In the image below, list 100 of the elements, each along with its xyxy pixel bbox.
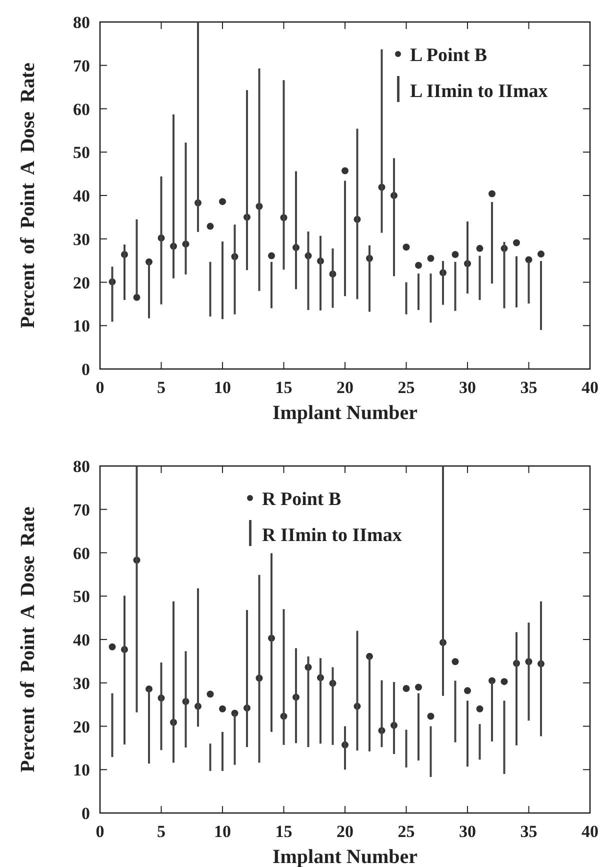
y-tick-label: 50: [73, 587, 90, 606]
y-tick-label: 60: [73, 100, 90, 119]
point: [538, 250, 544, 258]
bar: [136, 466, 138, 712]
bar: [332, 248, 334, 308]
x-tick-label: 25: [398, 378, 415, 397]
bar: [111, 266, 114, 322]
point: [476, 244, 484, 252]
bar: [516, 632, 518, 746]
bar: [380, 49, 383, 233]
y-tick-label: 20: [73, 717, 90, 736]
bar: [295, 648, 297, 744]
bar: [320, 236, 322, 310]
bar: [332, 667, 334, 745]
bar: [197, 22, 199, 232]
bar: [270, 262, 272, 308]
bar: [209, 744, 212, 771]
bar: [503, 242, 506, 308]
x-axis-title: Implant Number: [272, 402, 418, 424]
bar: [454, 262, 456, 311]
y-tick-label: 0: [82, 804, 90, 823]
bar: [246, 90, 248, 270]
bar: [222, 241, 224, 320]
legend-label: L IImin to IImax: [410, 81, 548, 102]
y-tick-label: 60: [73, 544, 90, 563]
bar: [270, 553, 272, 732]
y-tick-label: 30: [73, 674, 90, 693]
bar: [442, 466, 444, 696]
bar: [393, 158, 395, 276]
bar: [466, 700, 468, 767]
x-tick-label: 5: [157, 378, 166, 397]
bar: [124, 244, 126, 300]
bar: [307, 232, 310, 310]
point: [415, 262, 422, 269]
point: [476, 705, 484, 712]
bar: [540, 260, 542, 330]
bar: [172, 114, 174, 278]
x-tick-label: 5: [157, 822, 166, 841]
legend-label: R Point B: [262, 489, 342, 510]
y-tick-label: 70: [73, 56, 90, 76]
point: [206, 222, 214, 230]
bar: [148, 688, 150, 764]
x-tick-label: 40: [582, 822, 598, 841]
y-tick-label: 40: [73, 186, 90, 206]
x-tick-label: 10: [214, 378, 231, 397]
bar: [234, 713, 236, 765]
bar: [246, 610, 248, 748]
bar: [320, 658, 322, 744]
point: [488, 190, 496, 198]
bar: [380, 680, 383, 748]
legend-label: R IImin to IImax: [262, 525, 402, 546]
bar: [160, 662, 162, 750]
x-tick-label: 15: [275, 822, 292, 841]
bar: [491, 202, 493, 284]
bar: [430, 274, 432, 323]
x-tick-label: 10: [214, 822, 231, 841]
bar: [356, 630, 358, 751]
bar: [418, 274, 420, 310]
point: [415, 684, 422, 691]
bar: [466, 222, 468, 294]
bar: [295, 171, 297, 290]
point: [402, 685, 410, 692]
bar: [454, 680, 456, 742]
bar: [344, 726, 346, 770]
point: [452, 250, 459, 258]
bar: [516, 256, 518, 308]
x-tick-label: 30: [459, 822, 476, 841]
y-tick-label: 30: [73, 230, 90, 249]
bar: [111, 693, 114, 758]
point: [219, 198, 226, 206]
bar: [197, 588, 199, 727]
bar: [184, 142, 187, 274]
x-axis-title: Implant Number: [272, 846, 418, 867]
bar: [184, 651, 187, 748]
x-tick-label: 20: [336, 378, 354, 397]
y-tick-label: 0: [82, 360, 90, 379]
bar: [528, 260, 530, 304]
point: [268, 252, 275, 260]
bar: [368, 245, 370, 312]
x-tick-label: 40: [582, 378, 598, 397]
x-tick-label: 0: [96, 822, 104, 841]
point: [500, 678, 508, 686]
bar: [160, 176, 162, 304]
bar: [307, 656, 310, 748]
bar: [503, 700, 506, 774]
bar: [418, 693, 420, 761]
bar: [430, 726, 432, 777]
bar: [442, 260, 444, 305]
y-tick-label: 50: [73, 143, 90, 162]
bar: [405, 730, 408, 768]
bar: [393, 682, 395, 754]
point: [427, 712, 434, 720]
bar: [282, 80, 285, 270]
x-tick-label: 25: [398, 822, 415, 841]
bar: [344, 180, 346, 296]
x-tick-label: 0: [96, 378, 104, 397]
bar: [405, 282, 408, 314]
point: [206, 690, 214, 698]
point: [464, 687, 471, 694]
point: [219, 705, 226, 712]
